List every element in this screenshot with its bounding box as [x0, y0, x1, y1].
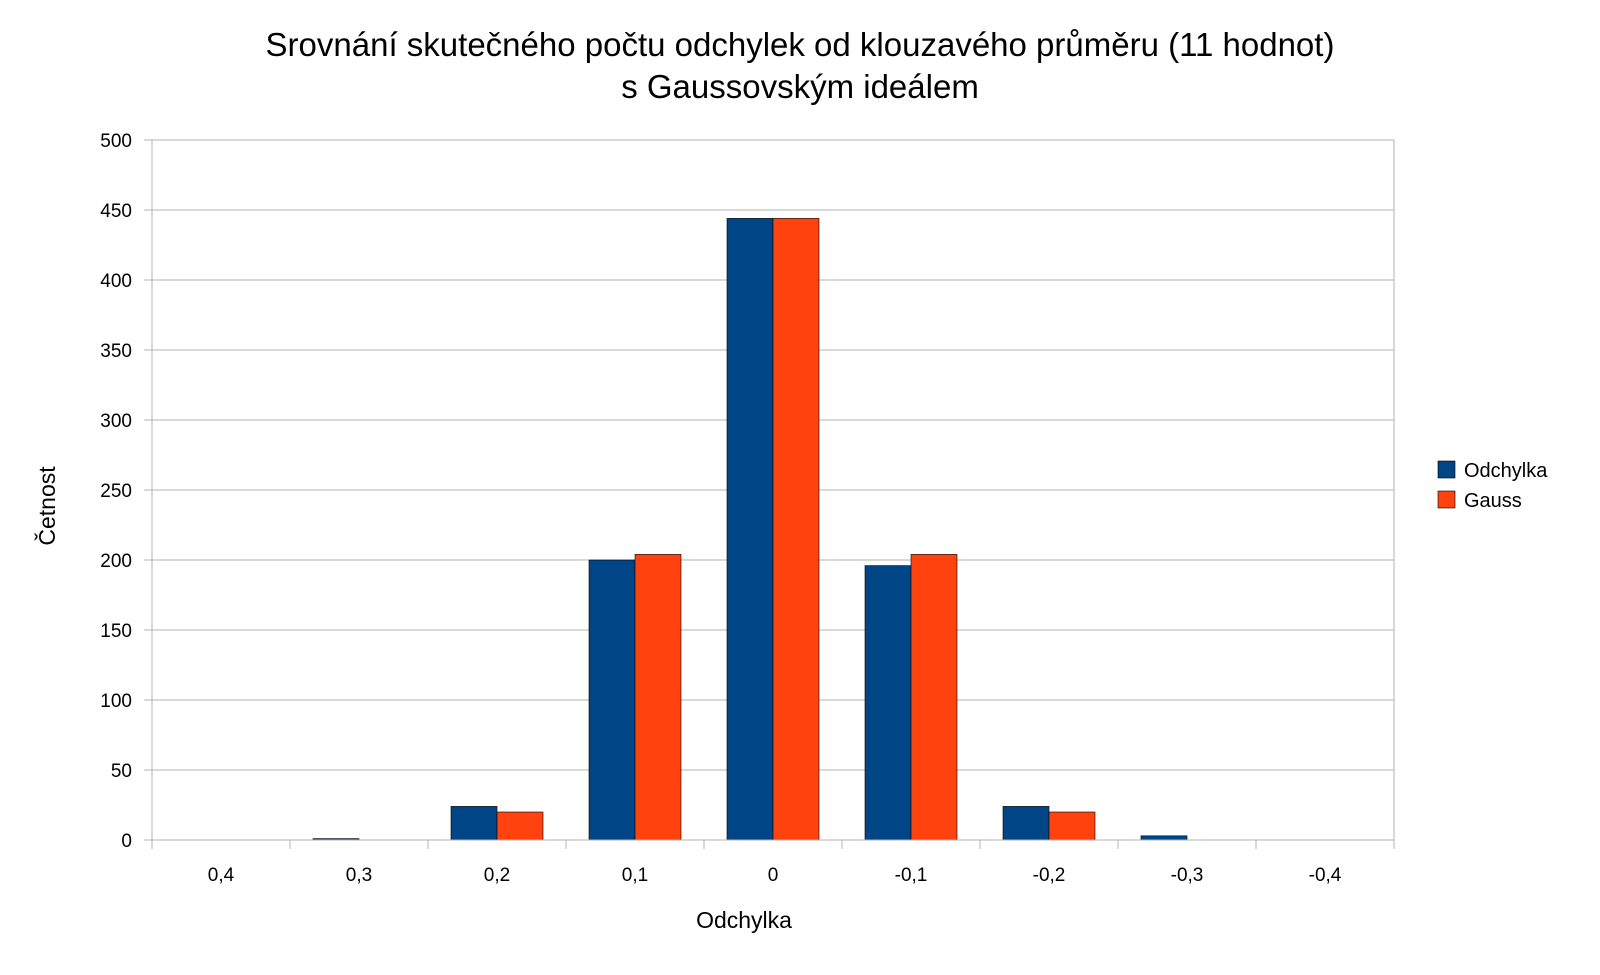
y-tick-label: 200 [100, 551, 132, 572]
bar-gauss [772, 218, 820, 841]
x-tick-label: 0,1 [622, 865, 648, 886]
legend-swatch-gauss [1437, 490, 1456, 509]
axes-layer [144, 139, 1395, 849]
bar-odchylka [726, 218, 774, 841]
bar-odchylka [864, 565, 912, 841]
y-tick-label: 400 [100, 271, 132, 292]
y-tick-label: 150 [100, 621, 132, 642]
tick-labels-layer: 0 50 100 150 200 250 300 350 400 450 500 0,4 0,3 0,2 0… [100, 131, 1342, 886]
y-tick-label: 100 [100, 691, 132, 712]
x-tick-label: 0 [768, 865, 779, 886]
x-tick-label: 0,2 [484, 865, 510, 886]
y-tick-label: 250 [100, 481, 132, 502]
bar-gauss [496, 811, 544, 841]
x-tick-label: -0,1 [895, 865, 928, 886]
x-tick-label: -0,3 [1171, 865, 1204, 886]
chart-title: Srovnání skutečného počtu odchylek od kl… [266, 26, 1335, 63]
bar-odchylka [450, 806, 498, 841]
x-tick-label: 0,3 [346, 865, 372, 886]
y-tick-label: 450 [100, 201, 132, 222]
y-tick-label: 50 [111, 761, 132, 782]
y-tick-label: 300 [100, 411, 132, 432]
x-tick-label: -0,2 [1033, 865, 1066, 886]
x-axis-title: Odchylka [696, 907, 792, 933]
bar-gauss [910, 554, 958, 841]
bars-layer [312, 218, 1188, 841]
bar-odchylka [1140, 835, 1188, 841]
y-axis-title: Četnost [33, 466, 60, 546]
bar-odchylka [588, 559, 636, 841]
bar-odchylka [1002, 806, 1050, 841]
y-tick-label: 350 [100, 341, 132, 362]
bar-gauss [1048, 811, 1096, 841]
y-tick-label: 500 [100, 131, 132, 152]
y-tick-label: 0 [121, 831, 132, 852]
legend: Odchylka Gauss [1437, 460, 1548, 512]
legend-label-odchylka: Odchylka [1464, 460, 1548, 482]
x-tick-label: -0,4 [1309, 865, 1342, 886]
chart-subtitle: s Gaussovským ideálem [621, 68, 979, 105]
legend-label-gauss: Gauss [1464, 490, 1522, 512]
x-tick-label: 0,4 [208, 865, 235, 886]
bar-gauss [634, 554, 682, 841]
legend-swatch-odchylka [1437, 460, 1456, 479]
